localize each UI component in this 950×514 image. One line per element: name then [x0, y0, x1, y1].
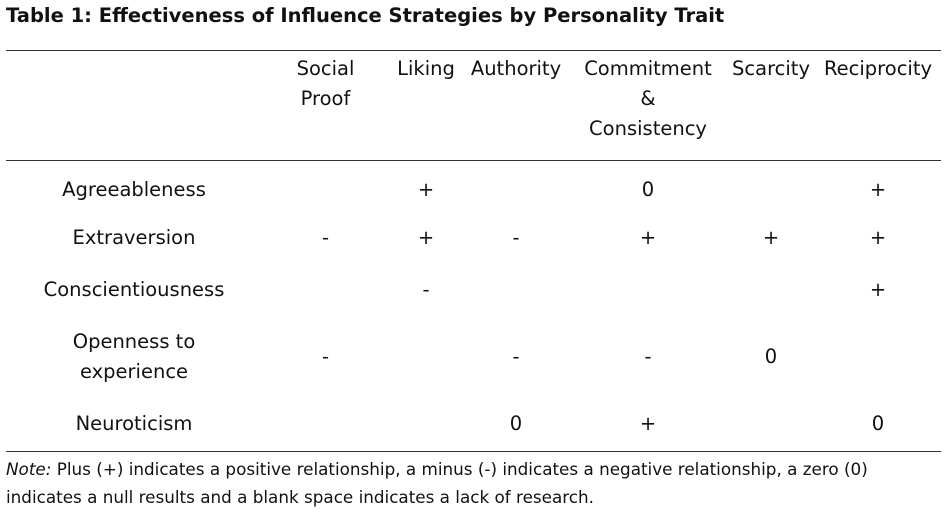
table-cell: + [417, 226, 435, 249]
header-line: Reciprocity [823, 57, 933, 80]
trait-label: Neuroticism [6, 398, 262, 450]
table-cell: 0 [641, 178, 655, 201]
table-row-neuroticism: Neuroticism 0 + 0 [6, 398, 941, 450]
header-line: & [640, 87, 656, 110]
trait-line: Conscientiousness [43, 278, 225, 301]
table-cell [727, 264, 815, 316]
trait-line: Agreeableness [62, 178, 206, 201]
table-row-conscientiousness: Conscientiousness - + [6, 264, 941, 316]
header-line: Scarcity [732, 57, 810, 80]
influence-table: Social Proof Liking Authority Commitment… [6, 51, 941, 450]
header-cell-reciprocity: Reciprocity [815, 51, 941, 160]
header-line: Commitment [584, 57, 712, 80]
table-cell: + [639, 226, 657, 249]
table-cell: - [512, 226, 520, 249]
table-cell: + [417, 178, 435, 201]
trait-label: Extraversion [6, 212, 262, 264]
trait-line: experience [79, 360, 189, 383]
header-cell-authority: Authority [463, 51, 569, 160]
header-line: Liking [397, 57, 455, 80]
trait-line: Neuroticism [75, 412, 193, 435]
table-cell [262, 264, 389, 316]
bottom-rule [6, 451, 941, 452]
table-row-extraversion: Extraversion - + - + + + [6, 212, 941, 264]
table-cell: + [869, 226, 887, 249]
table-cell [463, 264, 569, 316]
table-cell: 0 [764, 345, 778, 368]
note-text: Plus (+) indicates a positive relationsh… [6, 459, 868, 507]
table-cell: - [422, 278, 430, 301]
header-rule [6, 160, 941, 161]
table-cell [569, 264, 727, 316]
header-cell-trait [6, 51, 262, 160]
table-cell: 0 [871, 412, 885, 435]
table-row-agreeableness: Agreeableness + 0 + [6, 160, 941, 212]
table-cell: - [512, 345, 520, 368]
header-line: Consistency [589, 117, 707, 140]
table-note: Note: Plus (+) indicates a positive rela… [6, 455, 941, 511]
table-cell [389, 398, 463, 450]
table-cell [815, 316, 941, 398]
table-cell [727, 398, 815, 450]
header-cell-liking: Liking [389, 51, 463, 160]
header-line: Authority [470, 57, 562, 80]
table-cell: 0 [509, 412, 523, 435]
table-cell: - [321, 226, 330, 249]
top-rule [6, 50, 941, 51]
trait-label: Openness to experience [6, 316, 262, 398]
table-cell: + [869, 178, 887, 201]
table-cell [463, 160, 569, 212]
table-cell [389, 316, 463, 398]
header-row: Social Proof Liking Authority Commitment… [6, 51, 941, 160]
trait-line: Extraversion [72, 226, 196, 249]
trait-label: Conscientiousness [6, 264, 262, 316]
trait-label: Agreeableness [6, 160, 262, 212]
header-cell-scarcity: Scarcity [727, 51, 815, 160]
table-row-openness: Openness to experience - - - 0 [6, 316, 941, 398]
table-cell: + [762, 226, 780, 249]
table-caption: Table 1: Effectiveness of Influence Stra… [6, 4, 725, 27]
header-cell-commitment-consistency: Commitment & Consistency [569, 51, 727, 160]
table-cell: + [639, 412, 657, 435]
table-cell: - [321, 345, 330, 368]
header-cell-social-proof: Social Proof [262, 51, 389, 160]
note-label: Note: [6, 459, 52, 479]
table-cell [262, 160, 389, 212]
header-line: Proof [300, 87, 351, 110]
table-cell [262, 398, 389, 450]
header-line: Social [296, 57, 355, 80]
table-cell [727, 160, 815, 212]
table-cell: + [869, 278, 887, 301]
table-cell: - [644, 345, 652, 368]
trait-line: Openness to [72, 330, 196, 353]
